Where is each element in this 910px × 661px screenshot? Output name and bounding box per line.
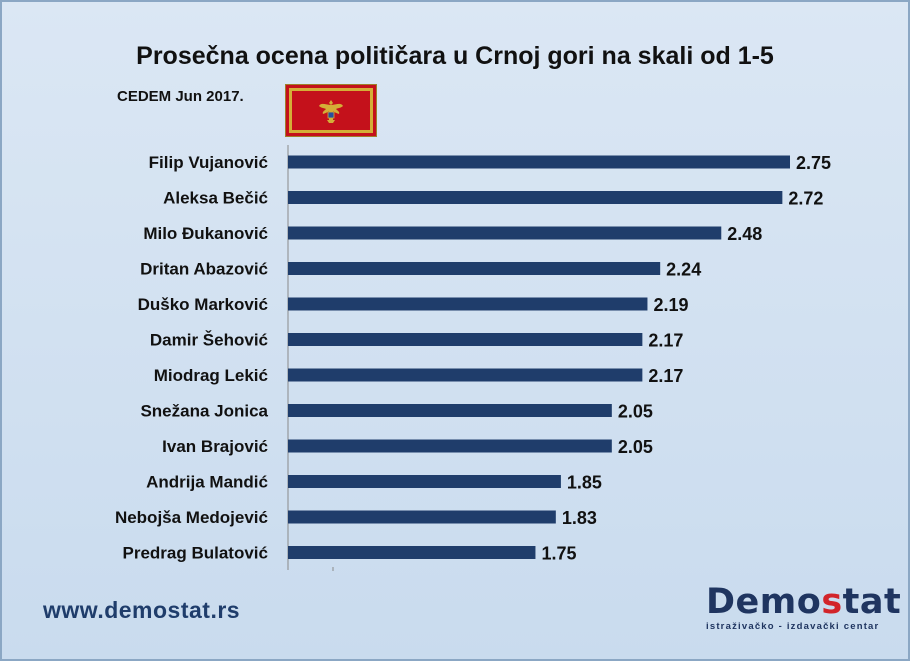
category-label: Aleksa Bečić <box>163 189 268 208</box>
bar <box>288 510 556 524</box>
bar <box>288 439 612 453</box>
category-label: Duško Marković <box>138 295 268 314</box>
logo-prefix: Demo <box>706 582 822 622</box>
category-label: Snežana Jonica <box>140 402 268 421</box>
value-label: 2.17 <box>648 331 683 351</box>
bar <box>288 226 722 240</box>
bar <box>288 475 561 488</box>
eagle-emblem-icon <box>319 99 343 123</box>
logo-tagline: istraživačko - izdavački centar <box>706 621 880 632</box>
logo-suffix: tat <box>842 582 902 622</box>
bar <box>288 191 783 204</box>
value-label: 2.05 <box>618 402 653 422</box>
demostat-logo: Demostat istraživačko - izdavački centar <box>706 582 901 632</box>
category-label: Damir Šehović <box>150 331 268 350</box>
value-label: 1.83 <box>562 508 597 528</box>
value-label: 1.75 <box>541 544 576 564</box>
value-label: 1.85 <box>567 473 602 493</box>
montenegro-flag-icon <box>285 84 377 137</box>
bar <box>288 155 790 169</box>
bar <box>288 262 661 275</box>
bar <box>288 368 643 382</box>
footer-url[interactable]: www.demostat.rs <box>43 597 241 623</box>
value-label: 2.75 <box>796 153 831 173</box>
value-label: 2.19 <box>653 295 688 315</box>
bar <box>288 297 648 311</box>
category-label: Nebojša Medojević <box>115 508 268 527</box>
bar <box>288 404 612 417</box>
value-label: 2.72 <box>788 189 823 209</box>
category-label: Dritan Abazović <box>140 260 268 279</box>
logo-wordmark: Demostat <box>706 582 901 622</box>
category-label: Predrag Bulatović <box>123 544 269 563</box>
category-label: Ivan Brajović <box>162 437 268 456</box>
bar <box>288 546 536 559</box>
chart-subtitle: CEDEM Jun 2017. <box>117 88 244 105</box>
category-label: Andrija Mandić <box>146 473 268 492</box>
chart-title: Prosečna ocena političara u Crnoj gori n… <box>136 42 774 70</box>
value-label: 2.24 <box>666 260 701 280</box>
category-label: Milo Đukanović <box>143 224 268 243</box>
category-label: Filip Vujanović <box>149 153 268 172</box>
bar <box>288 333 643 346</box>
value-label: 2.48 <box>727 224 762 244</box>
category-label: Miodrag Lekić <box>154 366 268 385</box>
logo-accent: s <box>821 582 843 622</box>
value-label: 2.17 <box>648 366 683 386</box>
value-label: 2.05 <box>618 437 653 457</box>
